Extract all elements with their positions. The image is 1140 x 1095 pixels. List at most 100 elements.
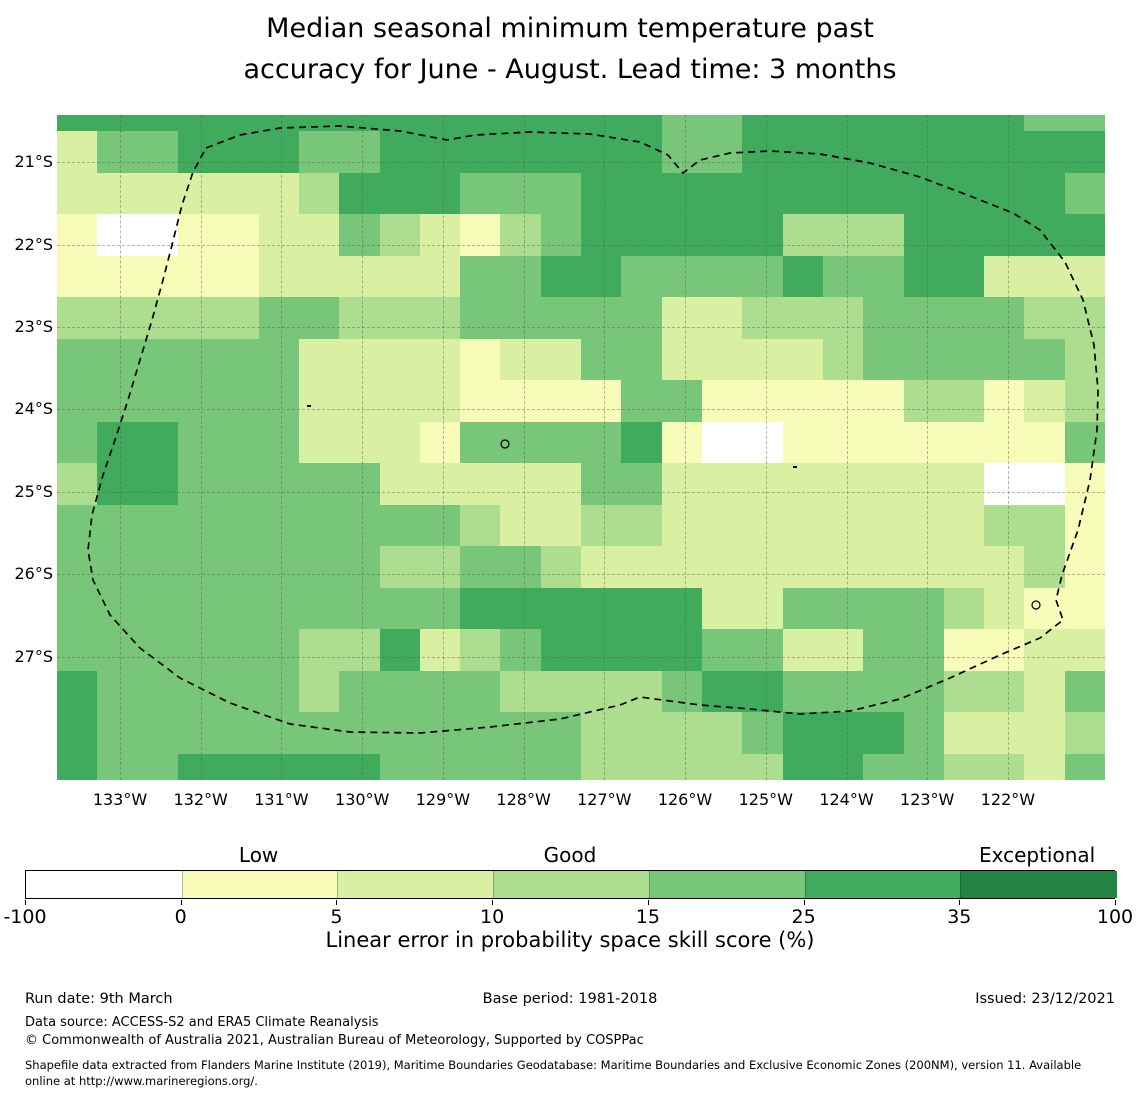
heatmap-cell	[298, 214, 340, 257]
heatmap-cell	[540, 338, 582, 381]
heatmap-cell	[218, 172, 260, 215]
heatmap-cell	[460, 380, 501, 423]
heatmap-cell	[419, 172, 461, 215]
latitude-tick-label: 24°S	[14, 399, 53, 419]
heatmap-cell	[943, 297, 985, 340]
heatmap-cell	[1064, 421, 1105, 464]
heatmap-cell	[863, 255, 905, 298]
heatmap-cell	[419, 421, 461, 464]
heatmap-cell	[701, 115, 743, 132]
heatmap-cell	[701, 712, 743, 755]
heatmap-cell	[419, 712, 461, 755]
eez-island-fragment	[1031, 600, 1041, 610]
colorbar-tick-label: 35	[947, 906, 972, 928]
heatmap-cell	[742, 115, 784, 132]
heatmap-cell	[943, 338, 985, 381]
heatmap-cell	[984, 421, 1025, 464]
heatmap-cell	[742, 670, 784, 713]
heatmap-cell	[57, 172, 98, 215]
heatmap-cell	[1064, 338, 1105, 381]
heatmap-cell	[943, 629, 985, 672]
heatmap-cell	[782, 421, 824, 464]
heatmap-cell	[1064, 670, 1105, 713]
heatmap-cell	[863, 172, 905, 215]
colorbar-segment	[960, 871, 1118, 898]
heatmap-cell	[177, 172, 219, 215]
issued-date-text: Issued: 23/12/2021	[975, 991, 1115, 1007]
heatmap-cell	[782, 463, 824, 506]
heatmap-cell	[1064, 380, 1105, 423]
heatmap-cell	[57, 587, 98, 630]
heatmap-cell	[379, 587, 421, 630]
heatmap-cell	[581, 338, 622, 381]
heatmap-cell	[822, 255, 864, 298]
heatmap-cell	[822, 504, 864, 547]
heatmap-cell	[218, 753, 260, 780]
heatmap-cell	[661, 463, 703, 506]
heatmap-cell	[97, 753, 139, 780]
heatmap-cell	[863, 380, 905, 423]
heatmap-cell	[97, 255, 139, 298]
heatmap-cell	[701, 214, 743, 257]
heatmap-cell	[943, 421, 985, 464]
heatmap-cell	[903, 546, 945, 589]
heatmap-cell	[903, 753, 945, 780]
heatmap-cell	[742, 546, 784, 589]
heatmap-cell	[339, 172, 381, 215]
heatmap-cell	[258, 214, 300, 257]
heatmap-cell	[661, 712, 703, 755]
heatmap-cell	[903, 504, 945, 547]
heatmap-cell	[742, 712, 784, 755]
heatmap-cell	[177, 115, 219, 132]
heatmap-cell	[298, 753, 340, 780]
colorbar-tick-mark	[1115, 900, 1116, 905]
heatmap-cell	[460, 255, 501, 298]
heatmap-cell	[339, 380, 381, 423]
heatmap-cell	[581, 297, 622, 340]
heatmap-cell	[984, 172, 1025, 215]
heatmap-cell	[984, 504, 1025, 547]
heatmap-cell	[782, 380, 824, 423]
heatmap-cell	[137, 380, 179, 423]
heatmap-cell	[97, 338, 139, 381]
heatmap-cell	[701, 338, 743, 381]
heatmap-cell	[177, 463, 219, 506]
heatmap-cell	[1064, 115, 1105, 132]
heatmap-cell	[419, 338, 461, 381]
run-date-text: Run date: 9th March	[25, 991, 173, 1007]
heatmap-cell	[984, 463, 1025, 506]
heatmap-cell	[661, 504, 703, 547]
heatmap-cell	[863, 629, 905, 672]
heatmap-cell	[782, 629, 824, 672]
heatmap-cell	[701, 297, 743, 340]
heatmap-cell	[379, 504, 421, 547]
heatmap-cell	[621, 115, 663, 132]
heatmap-cell	[621, 629, 663, 672]
heatmap-cell	[661, 255, 703, 298]
heatmap-cell	[97, 421, 139, 464]
heatmap-cell	[822, 214, 864, 257]
heatmap-cell	[258, 172, 300, 215]
heatmap-cell	[540, 629, 582, 672]
longitude-tick-label: 124°W	[819, 790, 874, 809]
heatmap-cell	[540, 587, 582, 630]
heatmap-cell	[218, 587, 260, 630]
heatmap-cell	[943, 712, 985, 755]
heatmap-cell	[822, 115, 864, 132]
shapefile-attribution-text: Shapefile data extracted from Flanders M…	[25, 1057, 1125, 1089]
heatmap-cell	[581, 587, 622, 630]
colorbar-tick-mark	[336, 900, 338, 905]
heatmap-cell	[177, 504, 219, 547]
heatmap-cell	[137, 255, 179, 298]
heatmap-cell	[218, 670, 260, 713]
heatmap-cell	[701, 380, 743, 423]
colorbar-tick-label: 10	[480, 906, 505, 928]
heatmap-cell	[460, 131, 501, 174]
heatmap-cell	[379, 421, 421, 464]
heatmap-cell	[137, 712, 179, 755]
heatmap-cell	[500, 214, 542, 257]
heatmap-cell	[97, 297, 139, 340]
heatmap-cell	[500, 587, 542, 630]
heatmap-cell	[782, 546, 824, 589]
colorbar-tick-mark	[492, 900, 494, 905]
